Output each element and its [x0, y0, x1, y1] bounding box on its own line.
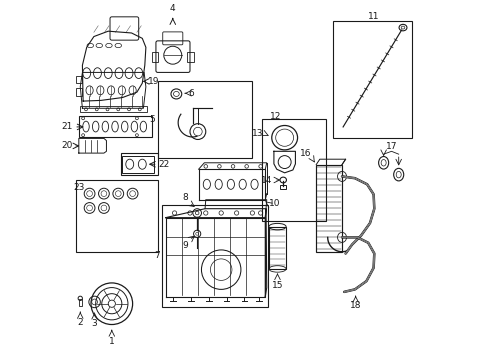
Text: 17: 17 — [385, 141, 396, 150]
Text: 5: 5 — [149, 115, 155, 124]
Text: 18: 18 — [349, 301, 361, 310]
Text: 1: 1 — [109, 337, 115, 346]
Text: 3: 3 — [92, 319, 97, 328]
Text: 7: 7 — [154, 251, 160, 260]
Text: 9: 9 — [182, 241, 188, 250]
Text: 13: 13 — [252, 129, 264, 138]
Text: 2: 2 — [77, 319, 83, 328]
Bar — [80, 107, 146, 112]
Bar — [122, 156, 154, 173]
Text: 6: 6 — [188, 89, 194, 98]
Bar — [79, 299, 81, 306]
Text: 10: 10 — [268, 199, 280, 208]
Bar — [187, 52, 193, 62]
Text: 23: 23 — [73, 183, 84, 192]
Text: 22: 22 — [158, 160, 169, 169]
Text: 8: 8 — [182, 193, 188, 202]
Bar — [316, 165, 341, 252]
Bar — [280, 185, 285, 189]
Text: 16: 16 — [299, 149, 310, 158]
Bar — [76, 88, 82, 96]
Bar — [152, 52, 158, 62]
Bar — [261, 119, 325, 221]
Text: 19: 19 — [148, 77, 160, 86]
Text: 4: 4 — [170, 4, 175, 13]
Bar — [76, 76, 82, 83]
Text: 15: 15 — [271, 281, 283, 290]
Bar — [121, 153, 158, 175]
Text: 21: 21 — [61, 122, 73, 131]
Text: 20: 20 — [61, 141, 72, 150]
Bar — [333, 22, 411, 138]
Bar — [268, 226, 285, 269]
Text: 12: 12 — [269, 112, 281, 121]
Bar — [79, 116, 152, 137]
Bar — [76, 180, 158, 252]
Bar — [158, 81, 251, 158]
Bar — [162, 205, 267, 307]
Text: 11: 11 — [367, 12, 379, 21]
Text: 14: 14 — [261, 176, 272, 185]
